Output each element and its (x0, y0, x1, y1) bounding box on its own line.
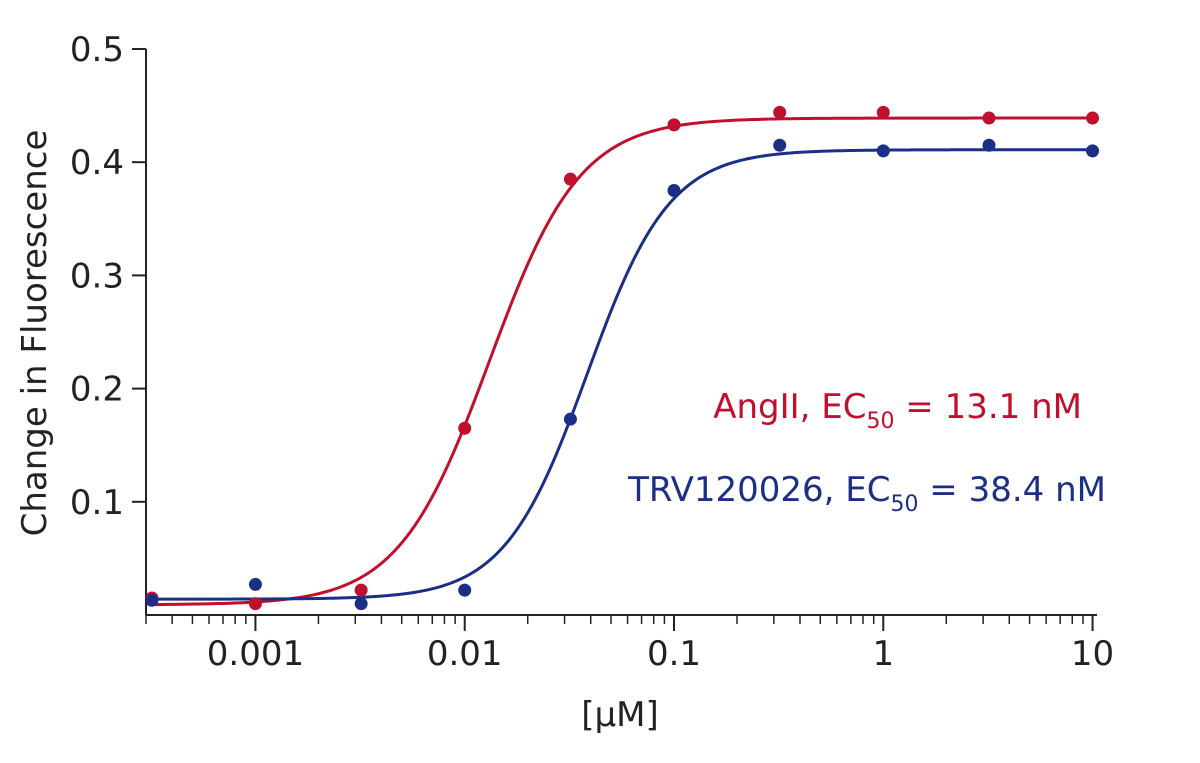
data-points (145, 105, 1100, 611)
legend-trv-suffix: = 38.4 nM (919, 470, 1107, 510)
data-point-trv120026 (458, 583, 472, 597)
data-point-trv120026 (354, 597, 368, 611)
x-tick-label: 0.001 (207, 634, 304, 674)
data-point-angii (667, 118, 681, 132)
fit-curves (151, 116, 1093, 607)
data-point-trv120026 (982, 138, 996, 152)
x-tick-label: 10 (1071, 634, 1114, 674)
data-point-angii (982, 111, 996, 125)
y-tick-label: 0.2 (70, 370, 124, 410)
axes: 0.001 0.01 0.1 1 10 0.1 0.2 0.3 0.4 0.5 (70, 30, 1114, 674)
legend-angii-suffix: = 13.1 nM (895, 387, 1083, 427)
y-tick-label: 0.4 (70, 143, 124, 183)
x-tick-label: 1 (872, 634, 894, 674)
x-axis-label: [µM] (581, 695, 659, 735)
y-tick-label: 0.5 (70, 30, 124, 70)
data-point-trv120026 (145, 593, 159, 607)
legend-trv-subscript: 50 (891, 492, 919, 517)
data-point-trv120026 (563, 412, 577, 426)
data-point-angii (773, 105, 787, 119)
data-point-trv120026 (773, 138, 787, 152)
data-point-trv120026 (1086, 144, 1100, 158)
data-point-trv120026 (248, 577, 262, 591)
legend-trv-prefix: TRV120026, EC (627, 470, 890, 510)
fit-curve-trv120026 (151, 148, 1093, 601)
data-point-trv120026 (667, 184, 681, 197)
data-point-angii (458, 421, 472, 435)
legend-entry-angii: AngII, EC50 = 13.1 nM (713, 387, 1082, 434)
x-tick-label: 0.01 (427, 634, 503, 674)
y-tick-label: 0.3 (70, 256, 124, 296)
legend-angii-subscript: 50 (867, 409, 895, 434)
fit-curve-angii (151, 116, 1093, 607)
data-point-angii (354, 583, 368, 597)
data-point-angii (248, 597, 262, 611)
y-tick-label: 0.1 (70, 483, 124, 523)
data-point-trv120026 (876, 144, 890, 158)
legend-entry-trv120026: TRV120026, EC50 = 38.4 nM (627, 470, 1106, 517)
data-point-angii (876, 105, 890, 119)
y-axis-label: Change in Fluorescence (15, 130, 55, 537)
legend-angii-prefix: AngII, EC (713, 387, 866, 427)
x-tick-label: 0.1 (647, 634, 701, 674)
data-point-angii (563, 172, 577, 186)
data-point-angii (1086, 111, 1100, 125)
